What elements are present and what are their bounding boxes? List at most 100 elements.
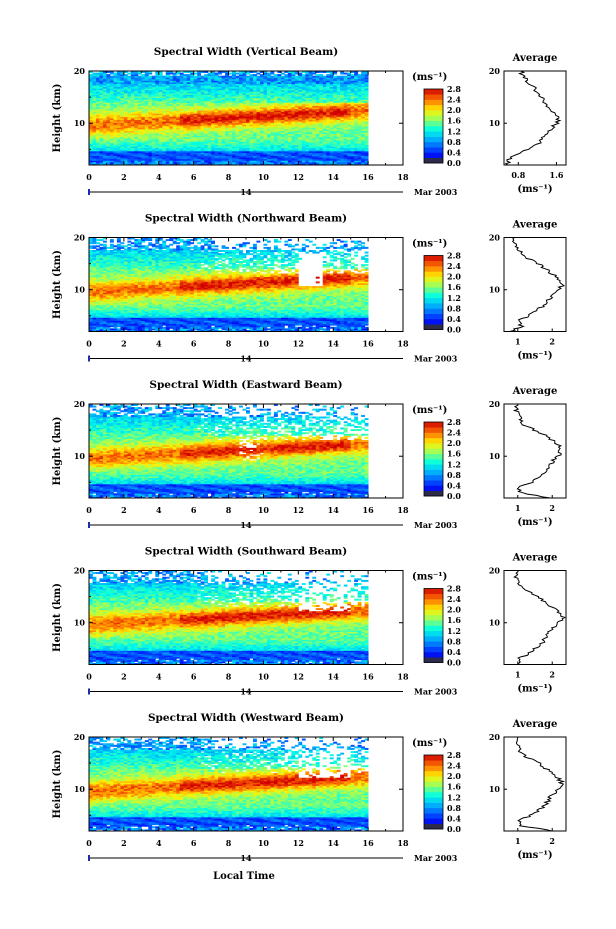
heatmap-cell bbox=[106, 163, 111, 166]
heatmap-cell bbox=[165, 114, 170, 117]
heatmap-cell bbox=[130, 154, 135, 156]
heatmap-cell bbox=[95, 128, 100, 131]
heatmap-cell bbox=[172, 154, 177, 156]
heatmap-cell bbox=[200, 152, 205, 155]
heatmap-cell bbox=[95, 141, 100, 144]
heatmap-cell bbox=[95, 158, 100, 161]
heatmap-cell bbox=[141, 118, 146, 120]
heatmap-cell bbox=[284, 114, 289, 117]
heatmap-cell bbox=[336, 108, 341, 111]
heatmap-cell bbox=[123, 122, 128, 125]
heatmap-cell bbox=[193, 143, 198, 146]
heatmap-cell bbox=[102, 124, 107, 127]
panel-2: Spectral Width (Northward Beam)0 2 4 6 8 10 12… bbox=[52, 213, 567, 364]
heatmap-cell bbox=[172, 114, 177, 117]
heatmap-cell bbox=[207, 152, 212, 155]
heatmap-cell bbox=[200, 160, 205, 163]
heatmap-cell bbox=[134, 147, 139, 150]
heatmap-cell bbox=[277, 141, 282, 144]
heatmap-cell bbox=[179, 114, 184, 117]
heatmap-cell bbox=[130, 149, 135, 152]
heatmap-cell bbox=[357, 147, 362, 150]
heatmap-cell bbox=[326, 107, 331, 109]
heatmap-cell bbox=[252, 152, 257, 155]
heatmap-cell bbox=[169, 114, 174, 117]
heatmap-cell bbox=[326, 138, 331, 141]
heatmap-cell bbox=[123, 133, 128, 136]
heatmap-cell bbox=[127, 118, 132, 120]
heatmap-cell bbox=[287, 118, 292, 120]
heatmap-cell bbox=[235, 158, 240, 161]
heatmap-cell bbox=[120, 105, 125, 108]
heatmap-cell bbox=[329, 130, 334, 133]
heatmap-cell bbox=[319, 116, 324, 119]
heatmap-cell bbox=[242, 107, 247, 109]
heatmap-cell bbox=[92, 147, 97, 150]
heatmap-cell bbox=[113, 152, 118, 155]
heatmap-cell bbox=[270, 138, 275, 141]
heatmap-cell bbox=[190, 128, 195, 131]
heatmap-cell bbox=[357, 160, 362, 163]
heatmap-cell bbox=[144, 108, 149, 111]
heatmap-cell bbox=[361, 125, 366, 128]
heatmap-cell bbox=[127, 143, 132, 146]
heatmap-cell bbox=[239, 138, 243, 141]
heatmap-cell bbox=[343, 135, 348, 138]
heatmap-cell bbox=[232, 124, 236, 127]
heatmap-cell bbox=[151, 111, 156, 114]
heatmap-cell bbox=[256, 160, 261, 163]
heatmap-cell bbox=[232, 150, 236, 153]
heatmap-cell bbox=[193, 152, 198, 155]
heatmap-cell bbox=[221, 103, 226, 106]
heatmap-cell bbox=[120, 122, 125, 125]
heatmap-cell bbox=[211, 110, 215, 113]
heatmap-cell bbox=[354, 136, 359, 139]
heatmap-cell bbox=[246, 163, 250, 166]
heatmap-cell bbox=[221, 133, 226, 136]
heatmap-cell bbox=[137, 130, 142, 133]
heatmap-cell bbox=[246, 150, 250, 153]
heatmap-cell bbox=[312, 118, 317, 120]
heatmap-cell bbox=[204, 127, 209, 130]
heatmap-cell bbox=[301, 124, 306, 127]
heatmap-cell bbox=[116, 107, 121, 109]
heatmap-cell bbox=[200, 163, 205, 166]
heatmap-cell bbox=[305, 128, 310, 131]
heatmap-cell bbox=[176, 152, 181, 155]
heatmap-cell bbox=[246, 122, 250, 125]
heatmap-cell bbox=[329, 111, 334, 114]
heatmap-cell bbox=[246, 124, 250, 127]
heatmap-cell bbox=[280, 111, 285, 114]
heatmap-cell bbox=[144, 146, 149, 149]
heatmap-cell bbox=[280, 125, 285, 128]
heatmap-cell bbox=[169, 75, 174, 78]
heatmap-cell bbox=[266, 146, 271, 149]
heatmap-cell bbox=[113, 119, 118, 122]
heatmap-cell bbox=[102, 149, 107, 152]
heatmap-cell bbox=[343, 147, 348, 150]
heatmap-cell bbox=[190, 125, 195, 128]
heatmap-cell bbox=[364, 141, 369, 144]
heatmap-cell bbox=[343, 160, 348, 163]
heatmap-cell bbox=[137, 155, 142, 158]
heatmap-cell bbox=[109, 146, 114, 149]
heatmap-cell bbox=[270, 143, 275, 146]
heatmap-cell bbox=[106, 74, 111, 77]
heatmap-cell bbox=[165, 135, 170, 138]
heatmap-cell bbox=[155, 130, 160, 133]
heatmap-cell bbox=[326, 133, 331, 136]
heatmap-cell bbox=[106, 146, 111, 149]
heatmap-cell bbox=[102, 135, 107, 138]
heatmap-cell bbox=[134, 122, 139, 125]
heatmap-cell bbox=[277, 138, 282, 141]
heatmap-cell bbox=[92, 139, 97, 142]
heatmap-cell bbox=[280, 114, 285, 117]
heatmap-cell bbox=[183, 138, 188, 141]
heatmap-cell bbox=[270, 113, 275, 116]
heatmap-cell bbox=[92, 154, 97, 156]
heatmap-cell bbox=[190, 138, 195, 141]
heatmap-cell bbox=[319, 155, 324, 158]
heatmap-cell bbox=[183, 127, 188, 130]
heatmap-cell bbox=[361, 157, 366, 160]
heatmap-cell bbox=[207, 149, 212, 152]
